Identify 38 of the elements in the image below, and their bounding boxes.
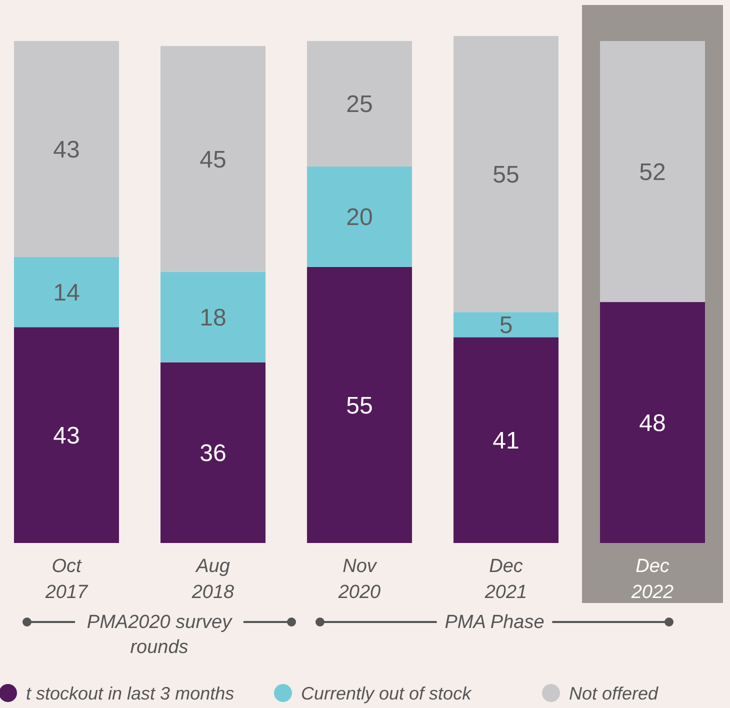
data-label: 48: [639, 410, 666, 437]
x-tick-label: Nov 2020: [337, 556, 382, 603]
bar: [14, 327, 119, 543]
bar: [307, 41, 412, 167]
data-label: 55: [346, 392, 373, 420]
bar: [600, 41, 705, 302]
text: PMA Phase: [444, 612, 544, 633]
bar: [160, 272, 266, 362]
bar: [600, 302, 705, 543]
bar: [454, 337, 558, 543]
data-label: 14: [53, 279, 80, 306]
x-tick-label: Dec 2021: [484, 556, 528, 603]
data-label: 45: [200, 146, 226, 174]
data-label: 43: [53, 136, 80, 164]
legend-label: t stockout in last 3 months: [26, 683, 234, 704]
x-tick-label: Aug 2018: [190, 556, 235, 603]
data-label: 18: [200, 304, 226, 332]
x-tick-label: Dec 2022: [630, 556, 674, 603]
data-label: 43: [53, 422, 80, 450]
data-label: 20: [346, 204, 373, 232]
bar: [160, 46, 266, 272]
text: PMA2020 survey rounds: [86, 612, 234, 658]
bar: [307, 266, 412, 543]
bar: [160, 362, 266, 543]
x-tick-label: Oct 2017: [44, 556, 90, 603]
bar: [454, 312, 558, 338]
bar: [14, 41, 119, 257]
bar: [307, 166, 412, 267]
bar: [454, 36, 558, 312]
data-label: 36: [200, 440, 226, 468]
legend-label: Not offered: [569, 683, 660, 704]
data-label: 5: [499, 312, 513, 340]
bar: [14, 256, 119, 328]
data-label: 55: [492, 161, 520, 188]
data-label: 52: [639, 158, 666, 186]
data-label: 41: [492, 427, 520, 454]
legend-label: Currently out of stock: [301, 683, 472, 704]
data-label: 25: [346, 91, 373, 118]
